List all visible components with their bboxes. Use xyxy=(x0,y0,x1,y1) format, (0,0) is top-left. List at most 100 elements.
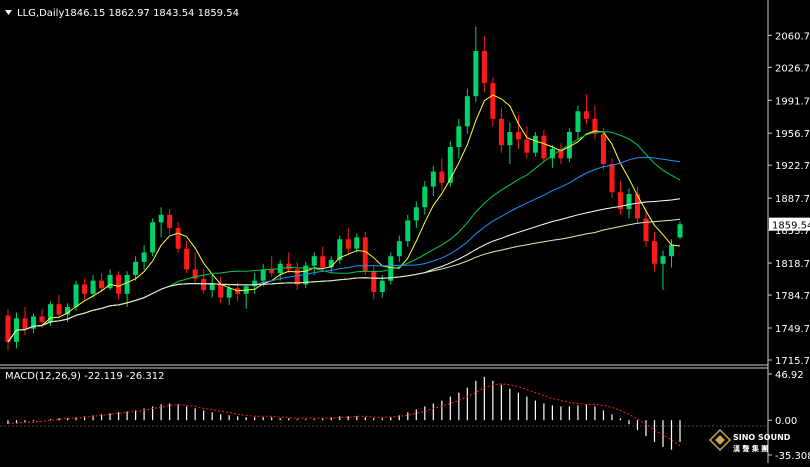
logo-diamond-icon xyxy=(708,428,732,452)
ma-line-20 xyxy=(7,131,681,343)
candle-body xyxy=(31,316,37,329)
candle-body xyxy=(209,284,215,291)
candle-body xyxy=(82,284,88,294)
candle-body xyxy=(124,275,130,294)
candle-body xyxy=(600,133,606,164)
candle-body xyxy=(320,256,326,268)
candle-body xyxy=(269,269,275,274)
candle-body xyxy=(583,111,589,119)
candle-body xyxy=(617,192,623,210)
dropdown-triangle-icon[interactable] xyxy=(5,10,12,15)
candle-body xyxy=(192,269,198,279)
ma-line-50 xyxy=(7,198,681,343)
candle-body xyxy=(184,248,190,270)
candles-layer xyxy=(5,26,683,351)
price-tick-label: 2026.70 xyxy=(775,63,810,74)
candle-body xyxy=(388,256,394,281)
current-price-marker: 1859.54 xyxy=(769,217,810,232)
candle-body xyxy=(5,315,11,342)
candle-body xyxy=(651,241,657,264)
macd-axis: 46.92 0.00 -35.308 xyxy=(768,370,810,462)
logo-brand: SINO SOUND xyxy=(733,433,791,442)
price-tick-label: 1887.70 xyxy=(775,194,810,205)
symbol-timeframe: LLG,Daily xyxy=(17,8,64,19)
candle-body xyxy=(490,83,496,119)
candle-body xyxy=(532,135,538,153)
candle-body xyxy=(354,237,360,249)
candle-body xyxy=(226,288,232,298)
candle-body xyxy=(252,280,258,287)
candle-body xyxy=(498,118,504,146)
candle-body xyxy=(379,280,385,292)
candle-body xyxy=(677,224,683,238)
moving-averages-layer xyxy=(7,94,681,343)
candle-body xyxy=(286,263,292,270)
candle-body xyxy=(90,280,96,294)
candle-body xyxy=(65,307,71,315)
sino-sound-logo: SINO SOUND 漢 聲 集 團 xyxy=(708,428,791,453)
macd-signal-line xyxy=(8,383,681,447)
candle-body xyxy=(260,269,266,281)
price-tick-label: 1749.70 xyxy=(775,324,810,335)
candle-body xyxy=(362,237,368,272)
candle-body xyxy=(167,214,173,228)
candle-body xyxy=(413,207,419,221)
candle-body xyxy=(660,256,666,264)
candle-body xyxy=(201,278,207,291)
macd-label: MACD(12,26,9) -22.119 -26.312 xyxy=(5,371,165,382)
candle-body xyxy=(39,316,45,323)
ma-line-30 xyxy=(7,156,681,343)
candle-body xyxy=(150,222,156,253)
svg-text:1859.54: 1859.54 xyxy=(772,221,810,232)
price-tick-label: 1956.70 xyxy=(775,129,810,140)
candle-body xyxy=(668,244,674,257)
candle-body xyxy=(430,171,436,187)
candle-body xyxy=(575,111,581,132)
candle-body xyxy=(99,280,105,289)
candle-body xyxy=(626,194,632,210)
macd-tick-label: 0.00 xyxy=(775,416,797,427)
macd-tick-label: -35.308 xyxy=(775,451,810,462)
candle-body xyxy=(175,227,181,249)
candle-body xyxy=(294,269,300,285)
candle-body xyxy=(515,131,521,140)
logo-sub: 漢 聲 集 團 xyxy=(733,444,768,453)
candle-body xyxy=(634,194,640,219)
candle-body xyxy=(643,218,649,242)
candle-body xyxy=(371,271,377,292)
candle-body xyxy=(524,139,530,153)
candle-body xyxy=(56,304,62,315)
ma-line-70 xyxy=(7,218,681,343)
macd-tick-label: 46.92 xyxy=(775,370,804,381)
price-tick-label: 1715.70 xyxy=(775,356,810,367)
candle-body xyxy=(592,118,598,134)
price-tick-label: 1818.70 xyxy=(775,259,810,270)
candle-body xyxy=(507,131,513,146)
candle-body xyxy=(345,239,351,249)
candle-body xyxy=(303,265,309,285)
candle-body xyxy=(328,259,334,268)
candle-body xyxy=(549,148,555,159)
candle-body xyxy=(73,284,79,308)
candle-body xyxy=(447,147,453,183)
candle-body xyxy=(422,186,428,208)
candle-body xyxy=(473,51,479,97)
candle-body xyxy=(48,304,54,323)
candle-body xyxy=(481,51,487,84)
ma-line-5 xyxy=(7,94,681,343)
price-tick-label: 1991.70 xyxy=(775,96,810,107)
price-tick-label: 2060.70 xyxy=(775,31,810,42)
price-tick-label: 1922.70 xyxy=(775,161,810,172)
candle-body xyxy=(158,214,164,223)
ohlc-readout: 1846.15 1862.97 1843.54 1859.54 xyxy=(64,8,239,19)
candle-body xyxy=(541,135,547,159)
candle-body xyxy=(456,126,462,148)
macd-layer xyxy=(7,376,681,450)
candle-body xyxy=(405,220,411,242)
candle-body xyxy=(133,261,139,276)
candle-body xyxy=(107,275,113,289)
candle-body xyxy=(22,318,28,329)
candle-body xyxy=(116,275,122,294)
